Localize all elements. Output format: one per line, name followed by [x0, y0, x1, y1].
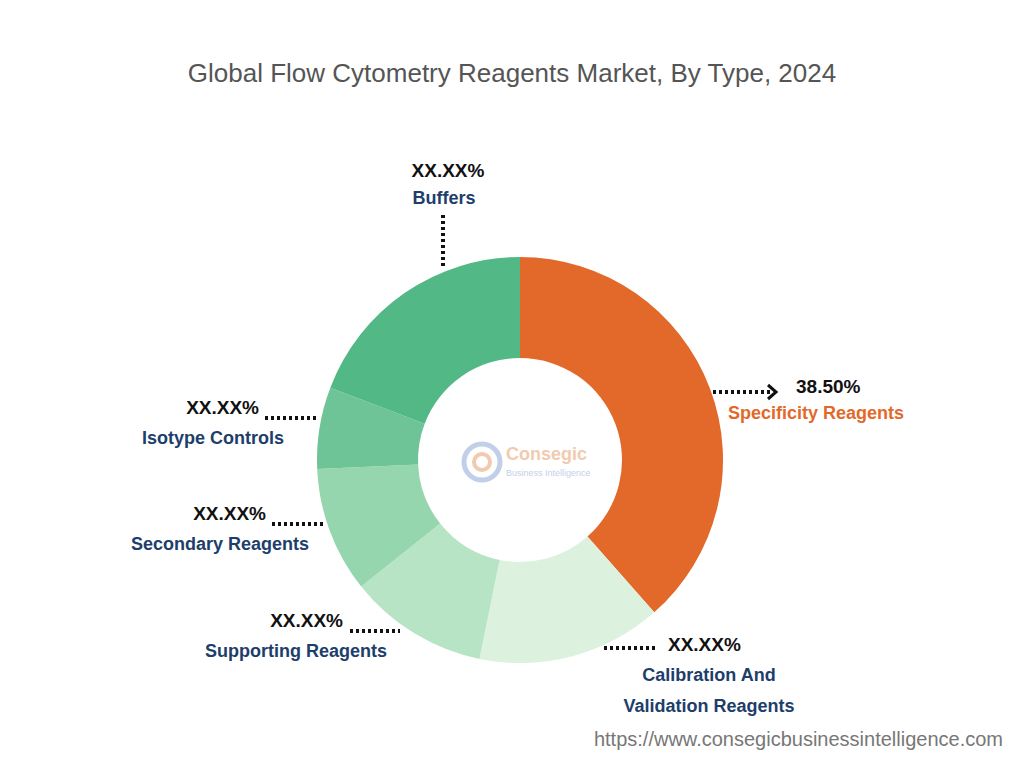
- category-label: Buffers: [412, 188, 475, 208]
- category-label-line: Validation Reagents: [623, 696, 794, 716]
- background: [0, 0, 1024, 768]
- source: https://www.consegicbusinessintelligence…: [594, 728, 1003, 750]
- title: Global Flow Cytometry Reagents Market, B…: [188, 58, 836, 88]
- category-label: Isotype Controls: [142, 428, 284, 448]
- leader-line: [350, 629, 400, 633]
- slices: [317, 257, 723, 663]
- leader-line: [713, 390, 770, 394]
- leader-arrow: [768, 385, 776, 399]
- leader-line: [441, 215, 445, 268]
- leader-line: [265, 416, 318, 420]
- category-label: Specificity Reagents: [728, 403, 904, 423]
- data-label: 38.50%: [796, 376, 861, 397]
- data-label: XX.XX%: [193, 503, 266, 524]
- logo-subtitle: Business Intelligence: [506, 468, 591, 478]
- category-label-line: Calibration And: [642, 665, 775, 685]
- category-label: Calibration And Validation Reagents: [623, 665, 794, 716]
- category-label: Supporting Reagents: [205, 641, 387, 661]
- slice: [317, 464, 440, 586]
- logo-icon: [464, 444, 500, 480]
- logo-icon: [474, 454, 490, 470]
- data-label: XX.XX%: [270, 610, 343, 631]
- labels: 38.50% Specificity Reagents XX.XX% Calibrat…: [131, 160, 904, 716]
- leader-line: [272, 522, 325, 526]
- category-label: Secondary Reagents: [131, 534, 309, 554]
- data-label: XX.XX%: [668, 634, 741, 655]
- data-label: XX.XX%: [412, 160, 485, 181]
- leader-line: [604, 646, 656, 650]
- slice: [330, 257, 520, 424]
- logo-title: Consegic: [506, 444, 587, 464]
- data-label: XX.XX%: [186, 397, 259, 418]
- logo: Consegic Business Intelligence: [464, 444, 591, 480]
- slice: [479, 537, 654, 663]
- chart: Global Flow Cytometry Reagents Market, B…: [0, 0, 1024, 768]
